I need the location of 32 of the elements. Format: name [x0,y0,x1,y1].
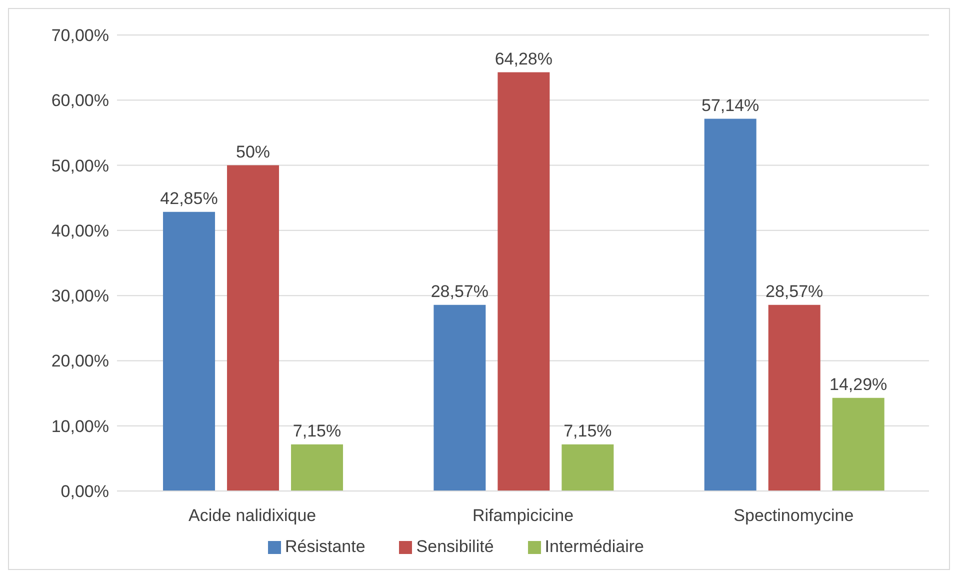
legend-label: Sensibilité [416,537,494,556]
legend-label: Intermédiaire [544,537,644,556]
data-label: 50% [236,142,270,162]
x-tick-label: Acide nalidixique [188,506,316,526]
y-tick-label: 0,00% [60,482,109,502]
y-tick-label: 20,00% [51,352,109,371]
x-tick-label: Spectinomycine [734,506,854,526]
x-tick-label: Rifampicicine [472,506,574,526]
bar [562,444,614,491]
y-tick-label: 70,00% [51,26,109,46]
y-tick-label: 50,00% [51,156,109,176]
bar [163,212,216,491]
data-label: 57,14% [702,96,760,115]
data-label: 64,28% [494,49,553,68]
y-tick-label: 30,00% [51,286,109,306]
bar [768,304,820,491]
legend-label: Résistante [284,537,366,556]
data-label: 42,85% [160,188,218,208]
bar [498,72,550,491]
bar [704,118,756,491]
data-label: 28,57% [430,282,489,301]
data-label: 7,15% [564,421,612,440]
data-label: 28,57% [766,282,824,301]
data-label: 7,15% [292,421,342,440]
bar [434,304,486,491]
bar [291,444,344,491]
y-tick-label: 40,00% [51,221,109,240]
y-tick-label: 10,00% [51,416,109,436]
bar [832,398,884,491]
bar [227,165,280,491]
y-tick-label: 60,00% [51,91,109,110]
data-label: 14,29% [830,374,888,394]
